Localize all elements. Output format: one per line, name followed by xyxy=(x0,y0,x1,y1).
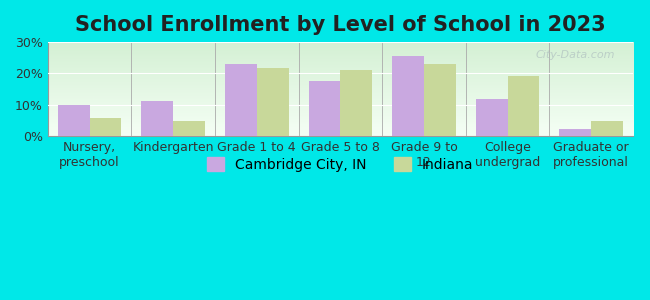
Bar xyxy=(173,121,205,136)
Bar xyxy=(309,81,341,136)
Bar xyxy=(392,56,424,136)
Bar xyxy=(257,68,289,136)
Bar xyxy=(592,121,623,136)
Bar xyxy=(225,64,257,136)
Bar xyxy=(424,64,456,136)
Bar xyxy=(142,101,173,136)
Bar xyxy=(90,118,122,136)
Bar xyxy=(58,105,90,136)
Legend: Cambridge City, IN, Indiana: Cambridge City, IN, Indiana xyxy=(202,152,479,178)
Title: School Enrollment by Level of School in 2023: School Enrollment by Level of School in … xyxy=(75,15,606,35)
Bar xyxy=(508,76,540,136)
Bar xyxy=(341,70,372,136)
Bar xyxy=(560,129,592,136)
Text: City-Data.com: City-Data.com xyxy=(536,50,616,60)
Bar xyxy=(476,99,508,136)
